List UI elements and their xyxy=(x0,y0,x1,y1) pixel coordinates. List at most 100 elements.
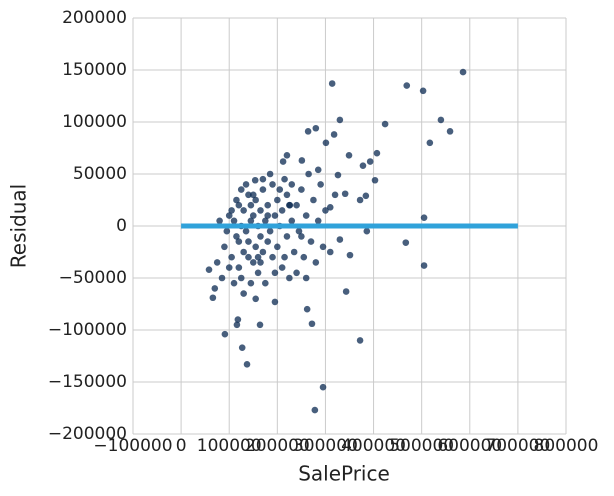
point xyxy=(245,253,252,261)
point xyxy=(247,279,255,287)
point xyxy=(256,321,264,329)
point xyxy=(305,170,312,178)
point xyxy=(238,344,246,351)
x-tick-label: 400000 xyxy=(341,436,406,456)
point xyxy=(331,191,339,199)
point xyxy=(293,269,300,277)
point xyxy=(312,259,320,266)
point xyxy=(264,212,272,219)
point xyxy=(230,279,238,287)
point xyxy=(235,201,243,209)
point xyxy=(381,120,389,128)
point xyxy=(317,181,324,188)
point xyxy=(262,279,269,287)
point xyxy=(213,259,221,266)
point xyxy=(278,207,286,214)
x-axis-label: SalePrice xyxy=(298,462,390,486)
point xyxy=(336,116,344,124)
point xyxy=(286,274,293,282)
point xyxy=(322,139,330,147)
point xyxy=(264,238,272,245)
point xyxy=(233,321,241,329)
point xyxy=(336,236,344,243)
point xyxy=(251,176,259,184)
point xyxy=(259,248,267,256)
point xyxy=(356,337,364,344)
point xyxy=(312,124,320,132)
point xyxy=(240,290,247,297)
point xyxy=(225,264,233,271)
point xyxy=(228,207,235,214)
point xyxy=(295,227,303,235)
point xyxy=(311,406,319,414)
point xyxy=(209,294,217,302)
point xyxy=(307,238,315,245)
y-tick-label: 200000 xyxy=(62,8,127,28)
point xyxy=(218,274,226,282)
y-tick-label: 50000 xyxy=(73,164,127,184)
point xyxy=(240,207,247,214)
point xyxy=(373,149,381,157)
point xyxy=(334,171,342,179)
x-tick-label: 500000 xyxy=(389,436,454,456)
x-tick-label: 600000 xyxy=(437,436,502,456)
point xyxy=(328,80,336,87)
point xyxy=(237,186,245,193)
x-tick-label: −100000 xyxy=(93,436,172,456)
point xyxy=(278,264,286,271)
point xyxy=(245,238,252,245)
x-tick-label: 0 xyxy=(176,436,187,456)
point xyxy=(283,151,291,159)
point xyxy=(274,243,281,251)
point xyxy=(446,128,454,135)
point xyxy=(233,196,240,204)
point xyxy=(262,217,269,225)
point xyxy=(300,253,308,261)
point xyxy=(302,212,310,219)
point xyxy=(363,227,371,235)
y-axis-label: Residual xyxy=(7,184,31,268)
point xyxy=(264,201,272,209)
y-tick-label: −200000 xyxy=(48,424,127,444)
point xyxy=(283,233,291,240)
point xyxy=(281,175,288,183)
point xyxy=(426,139,434,147)
point xyxy=(345,151,353,159)
point xyxy=(314,166,322,174)
point xyxy=(322,207,329,214)
point xyxy=(459,68,467,76)
point xyxy=(266,227,274,235)
point xyxy=(366,158,374,165)
point xyxy=(252,196,259,204)
point xyxy=(314,217,322,225)
point xyxy=(346,251,354,259)
point xyxy=(266,170,274,178)
point xyxy=(247,217,255,225)
point xyxy=(420,262,428,269)
point xyxy=(279,158,287,165)
point xyxy=(216,217,223,225)
point xyxy=(225,212,233,219)
point xyxy=(235,264,243,271)
point xyxy=(274,196,281,204)
point xyxy=(252,295,259,303)
point xyxy=(298,233,305,240)
point xyxy=(269,253,276,261)
point xyxy=(249,212,257,219)
point xyxy=(242,227,250,235)
x-tick-label: 800000 xyxy=(534,436,599,456)
point xyxy=(330,131,338,138)
point xyxy=(243,361,251,368)
y-tick-label: −50000 xyxy=(59,268,127,288)
point xyxy=(223,227,231,235)
point xyxy=(308,320,316,328)
point xyxy=(205,266,213,273)
point xyxy=(303,305,311,313)
point xyxy=(249,191,257,199)
point xyxy=(362,192,370,200)
point xyxy=(402,239,410,246)
point xyxy=(290,248,298,256)
point xyxy=(283,191,291,199)
point xyxy=(293,201,300,209)
